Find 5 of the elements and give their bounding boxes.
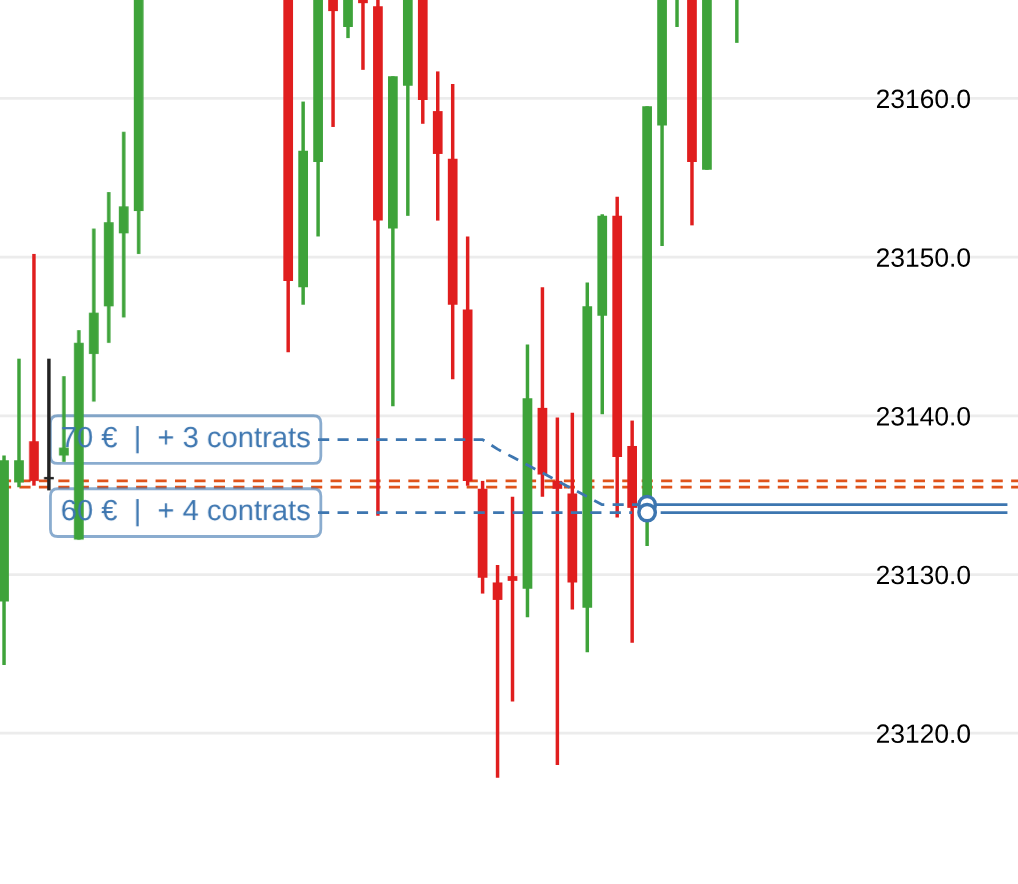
y-tick-label: 23120.0 bbox=[876, 724, 970, 744]
y-tick-label: 23150.0 bbox=[876, 248, 970, 267]
y-tick-label: 23130.0 bbox=[876, 565, 970, 585]
y-tick-label: 23140.0 bbox=[876, 406, 970, 426]
y-tick-label: 23160.0 bbox=[876, 89, 970, 109]
